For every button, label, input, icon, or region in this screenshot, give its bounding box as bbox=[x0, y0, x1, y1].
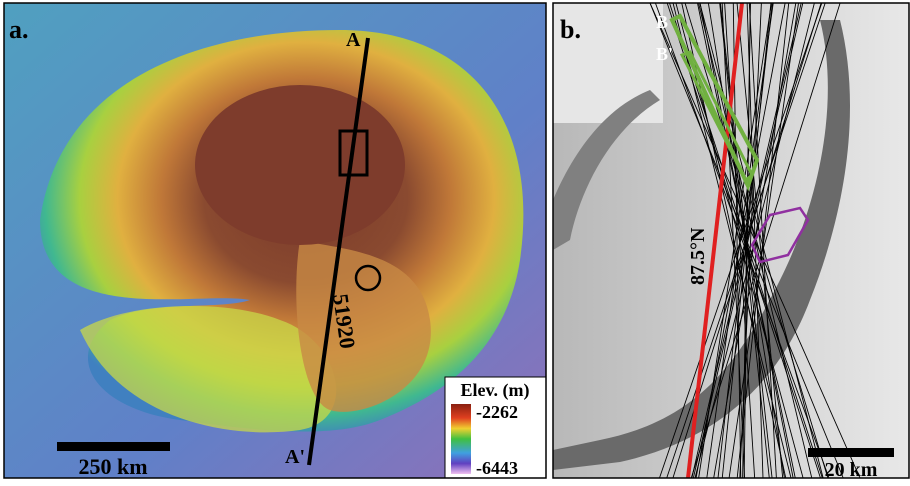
panel-label: a. bbox=[9, 15, 29, 44]
legend-max: -2262 bbox=[476, 402, 518, 422]
panel-b: B B' 87.5°N b. 20 km bbox=[553, 3, 909, 481]
panel-a: a. A A' 51920 250 km Elev. (m) -2262 -64… bbox=[4, 3, 546, 479]
figure: a. A A' 51920 250 km Elev. (m) -2262 -64… bbox=[0, 0, 910, 481]
scale-bar bbox=[57, 442, 170, 451]
latitude-label: 87.5°N bbox=[687, 227, 709, 285]
summit-plateau bbox=[195, 85, 405, 245]
scale-bar bbox=[808, 448, 894, 457]
profile-end-label: B' bbox=[656, 44, 673, 64]
profile-start-label: B bbox=[656, 12, 668, 32]
colorbar bbox=[451, 404, 471, 474]
track-start-label: A bbox=[346, 29, 361, 51]
panel-label: b. bbox=[560, 15, 581, 44]
scale-label: 250 km bbox=[78, 454, 147, 479]
track-end-label: A' bbox=[285, 446, 305, 468]
legend-title: Elev. (m) bbox=[461, 380, 530, 401]
legend-min: -6443 bbox=[476, 458, 518, 478]
